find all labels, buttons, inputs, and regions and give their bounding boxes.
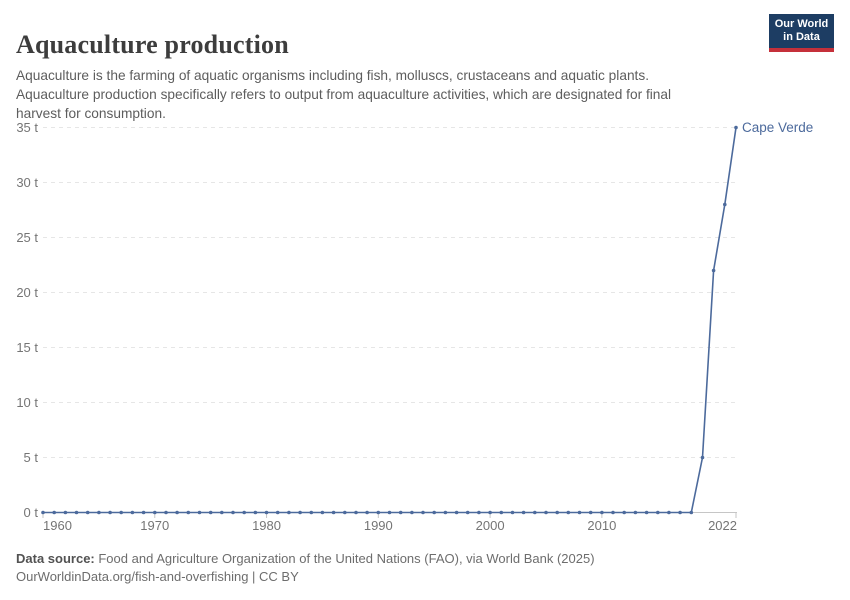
data-point xyxy=(287,510,291,515)
data-point xyxy=(555,510,559,515)
data-point xyxy=(611,510,615,515)
data-point xyxy=(667,510,671,515)
data-point xyxy=(354,510,358,515)
data-point xyxy=(499,510,504,515)
data-point xyxy=(220,510,224,515)
y-axis-tick-label: 0 t xyxy=(23,504,38,520)
y-axis-tick-label: 15 t xyxy=(16,339,38,355)
data-point xyxy=(577,510,582,515)
x-axis-tick-label: 2010 xyxy=(587,518,617,533)
owid-logo[interactable]: Our World in Data xyxy=(769,14,834,52)
owid-logo-text: Our World in Data xyxy=(769,14,834,48)
y-axis-tick-label: 35 t xyxy=(16,119,38,135)
data-source-label: Data source: xyxy=(16,551,95,566)
data-point xyxy=(63,510,68,515)
data-source-line: Data source: Food and Agriculture Organi… xyxy=(16,549,595,569)
data-point xyxy=(130,510,135,515)
data-point xyxy=(644,510,649,515)
data-point xyxy=(197,510,202,515)
data-point xyxy=(74,510,79,515)
data-point xyxy=(97,510,101,515)
data-point xyxy=(421,510,425,515)
data-point xyxy=(544,510,548,515)
data-point xyxy=(387,510,392,515)
data-point xyxy=(52,510,56,515)
data-point xyxy=(398,510,403,515)
x-axis-tick-label: 1970 xyxy=(140,518,170,533)
y-axis-tick-label: 25 t xyxy=(16,229,38,245)
x-axis-tick-label: 1980 xyxy=(252,518,281,533)
data-point xyxy=(533,510,537,515)
data-point xyxy=(331,510,336,515)
data-point xyxy=(186,510,191,515)
data-point xyxy=(108,510,112,515)
data-point xyxy=(510,510,515,515)
data-point xyxy=(41,510,45,515)
data-point xyxy=(175,510,179,515)
data-point xyxy=(376,510,381,515)
data-source-text: Food and Agriculture Organization of the… xyxy=(94,551,595,566)
data-point xyxy=(734,125,738,130)
data-point xyxy=(678,510,682,515)
y-axis-tick-label: 10 t xyxy=(16,394,38,410)
data-point xyxy=(723,202,727,207)
data-point xyxy=(141,510,146,515)
data-point xyxy=(343,510,347,515)
data-point xyxy=(689,510,694,515)
data-point xyxy=(488,510,492,515)
x-axis-tick-label: 2000 xyxy=(475,518,505,533)
data-point xyxy=(164,510,168,515)
y-axis-tick-label: 30 t xyxy=(16,174,38,190)
data-point xyxy=(622,510,626,515)
data-point xyxy=(231,510,235,515)
data-point xyxy=(454,510,459,515)
chart-subtitle: Aquaculture is the farming of aquatic or… xyxy=(16,67,672,122)
data-point xyxy=(656,510,660,515)
data-point xyxy=(153,510,157,515)
data-point xyxy=(700,455,705,460)
data-point xyxy=(85,510,90,515)
x-axis-tick-label: 2022 xyxy=(708,518,737,533)
data-point xyxy=(566,510,571,515)
footer-url-license[interactable]: OurWorldinData.org/fish-and-overfishing … xyxy=(16,569,299,584)
data-point xyxy=(253,510,258,515)
data-point xyxy=(711,268,716,273)
x-axis-tick-label: 1990 xyxy=(363,518,393,533)
data-point xyxy=(588,510,593,515)
data-point xyxy=(633,510,638,515)
data-point xyxy=(443,510,448,515)
data-point xyxy=(465,510,470,515)
data-point xyxy=(119,510,123,515)
data-line xyxy=(42,126,737,514)
data-point xyxy=(477,510,481,515)
y-axis-tick-label: 5 t xyxy=(23,449,38,465)
data-point xyxy=(320,510,325,515)
chart-title: Aquaculture production xyxy=(16,30,289,60)
owid-logo-redbar xyxy=(769,48,834,52)
data-point xyxy=(298,510,302,515)
series-entity-label[interactable]: Cape Verde xyxy=(742,119,814,135)
data-point xyxy=(521,510,526,515)
data-point xyxy=(432,510,437,515)
data-point xyxy=(242,510,246,515)
data-point xyxy=(309,510,314,515)
data-point xyxy=(208,510,213,515)
data-point xyxy=(275,510,280,515)
data-point xyxy=(410,510,414,515)
x-axis-tick-label: 1960 xyxy=(43,518,72,533)
data-point xyxy=(365,510,369,515)
data-point xyxy=(600,510,604,515)
data-point xyxy=(264,510,269,515)
y-axis-tick-label: 20 t xyxy=(16,284,38,300)
